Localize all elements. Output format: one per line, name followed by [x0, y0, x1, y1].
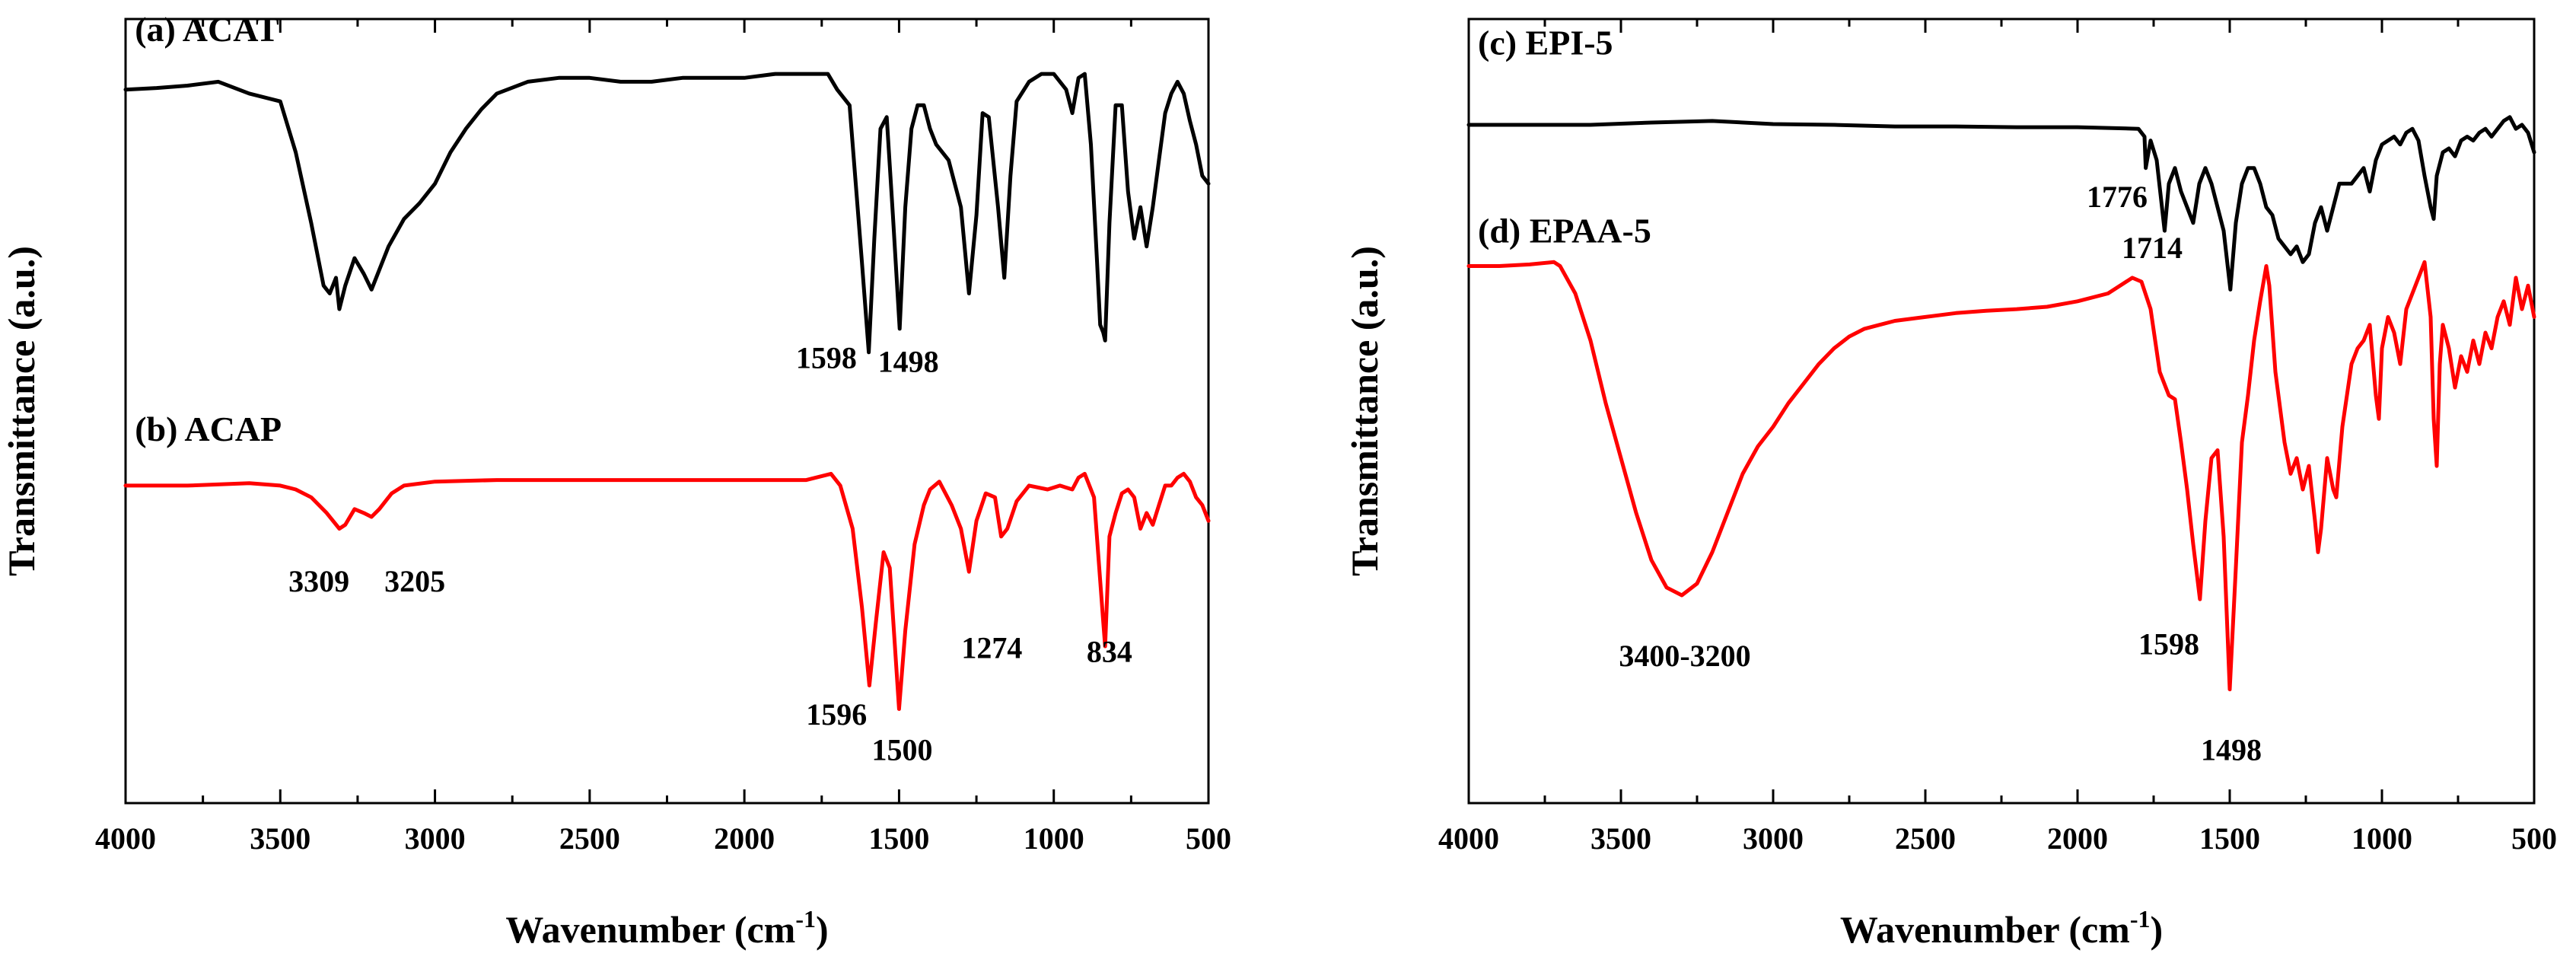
left-peak-label: 1274 — [961, 630, 1022, 665]
left-x-axis-title: Wavenumber (cm-1) — [505, 905, 828, 951]
left-series-line-1 — [123, 72, 1211, 355]
left-x-tick-label: 3000 — [405, 821, 466, 856]
left-peak-label: 3205 — [384, 564, 445, 598]
left-x-tick-label: 1000 — [1024, 821, 1084, 856]
right-x-axis-title: Wavenumber (cm-1) — [1840, 905, 2163, 951]
left-x-tick-label: 500 — [1186, 821, 1231, 856]
right-x-tick-label: 1000 — [2352, 821, 2412, 856]
left-series-label: (a) ACAT — [135, 10, 279, 49]
left-x-tick-label: 1500 — [868, 821, 929, 856]
right-x-tick-label: 2000 — [2047, 821, 2108, 856]
right-x-tick-label: 3000 — [1743, 821, 1804, 856]
left-peak-label: 834 — [1087, 635, 1132, 669]
left-peak-label: 1498 — [878, 345, 939, 379]
right-series-line-1 — [1466, 115, 2536, 292]
right-peak-label: 1498 — [2201, 732, 2262, 767]
right-x-tick-label: 1500 — [2199, 821, 2260, 856]
right-x-tick-label: 3500 — [1590, 821, 1651, 856]
right-series-label: (d) EPAA-5 — [1478, 212, 1651, 250]
right-series-line-2 — [1466, 260, 2536, 692]
left-y-axis-title: Transmittance (a.u.) — [0, 246, 43, 576]
right-peak-label: 3400-3200 — [1619, 639, 1750, 673]
right-y-axis-title: Transmittance (a.u.) — [1343, 246, 1386, 576]
left-plot-frame — [124, 18, 1210, 805]
right-x-tick-label: 500 — [2511, 821, 2557, 856]
left-series-label: (b) ACAP — [135, 410, 282, 448]
left-x-tick-label: 4000 — [95, 821, 156, 856]
right-series-label: (c) EPI-5 — [1478, 23, 1613, 62]
right-peak-label: 1714 — [2122, 231, 2183, 265]
right-x-tick-label: 4000 — [1438, 821, 1499, 856]
right-peak-label: 1776 — [2087, 180, 2148, 214]
left-x-tick-label: 2000 — [714, 821, 775, 856]
right-x-tick-label: 2500 — [1895, 821, 1956, 856]
right-peak-label: 1598 — [2138, 626, 2199, 661]
right-plot-frame — [1467, 18, 2536, 805]
left-x-tick-label: 3500 — [250, 821, 310, 856]
left-peak-label: 3309 — [288, 564, 349, 598]
left-panel-chart: 4000 3500 3000 2500 2000 1500 1000 500 (a) ACAT (… — [0, 10, 1231, 951]
left-peak-label: 1598 — [796, 340, 857, 375]
left-x-tick-label: 2500 — [559, 821, 620, 856]
left-series-line-2 — [123, 471, 1211, 711]
left-peak-label: 1500 — [871, 732, 932, 767]
right-panel-chart: 4000 3500 3000 2500 2000 1500 1000 500 (c) EPI-5… — [1343, 18, 2557, 951]
left-peak-label: 1596 — [806, 697, 867, 732]
